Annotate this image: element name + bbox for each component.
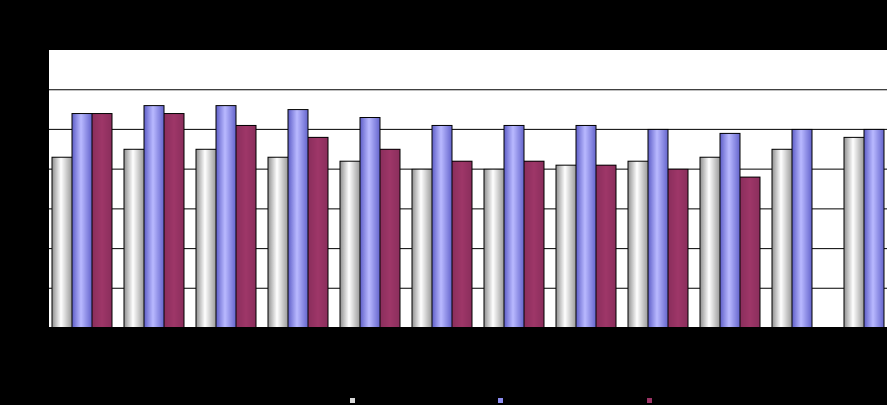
bar-series-2-cat-1 xyxy=(71,113,93,329)
bar-series-1-cat-4 xyxy=(267,156,289,329)
bar-series-2-cat-4 xyxy=(287,109,309,329)
bar-series-1-cat-12 xyxy=(843,136,865,329)
bar-series-2-cat-12 xyxy=(863,128,885,329)
bar-series-3-cat-4 xyxy=(307,136,329,329)
bar-series-1-cat-9 xyxy=(627,160,649,329)
bar-series-3-cat-10 xyxy=(739,176,761,329)
bar-series-3-cat-5 xyxy=(379,148,401,329)
bar-series-3-cat-6 xyxy=(451,160,473,329)
bars xyxy=(51,105,885,329)
bar-series-1-cat-8 xyxy=(555,164,577,329)
bar-series-3-cat-2 xyxy=(163,113,185,329)
bar-series-3-cat-8 xyxy=(595,164,617,329)
bar-series-2-cat-7 xyxy=(503,124,525,329)
bar-series-1-cat-3 xyxy=(195,148,217,329)
bar-series-1-cat-11 xyxy=(771,148,793,329)
legend-swatch-series-1 xyxy=(350,398,355,403)
bar-series-1-cat-5 xyxy=(339,160,361,329)
bar-series-3-cat-3 xyxy=(235,124,257,329)
bar-series-1-cat-6 xyxy=(411,168,433,329)
bar-series-2-cat-6 xyxy=(431,124,453,329)
bar-series-2-cat-8 xyxy=(575,124,597,329)
bar-series-3-cat-1 xyxy=(91,113,113,329)
bar-series-2-cat-11 xyxy=(791,128,813,329)
bar-series-1-cat-2 xyxy=(123,148,145,329)
bar-series-2-cat-3 xyxy=(215,105,237,329)
bar-series-3-cat-7 xyxy=(523,160,545,329)
bar-series-1-cat-7 xyxy=(483,168,505,329)
bar-series-2-cat-5 xyxy=(359,117,381,329)
bar-series-1-cat-10 xyxy=(699,156,721,329)
bar-series-2-cat-2 xyxy=(143,105,165,329)
bar-series-3-cat-9 xyxy=(667,168,689,329)
legend-swatch-series-2 xyxy=(498,398,503,403)
legend xyxy=(350,398,652,403)
legend-swatch-series-3 xyxy=(647,398,652,403)
bar-series-1-cat-1 xyxy=(51,156,73,329)
bar-series-2-cat-9 xyxy=(647,128,669,329)
bar-series-2-cat-10 xyxy=(719,132,741,329)
